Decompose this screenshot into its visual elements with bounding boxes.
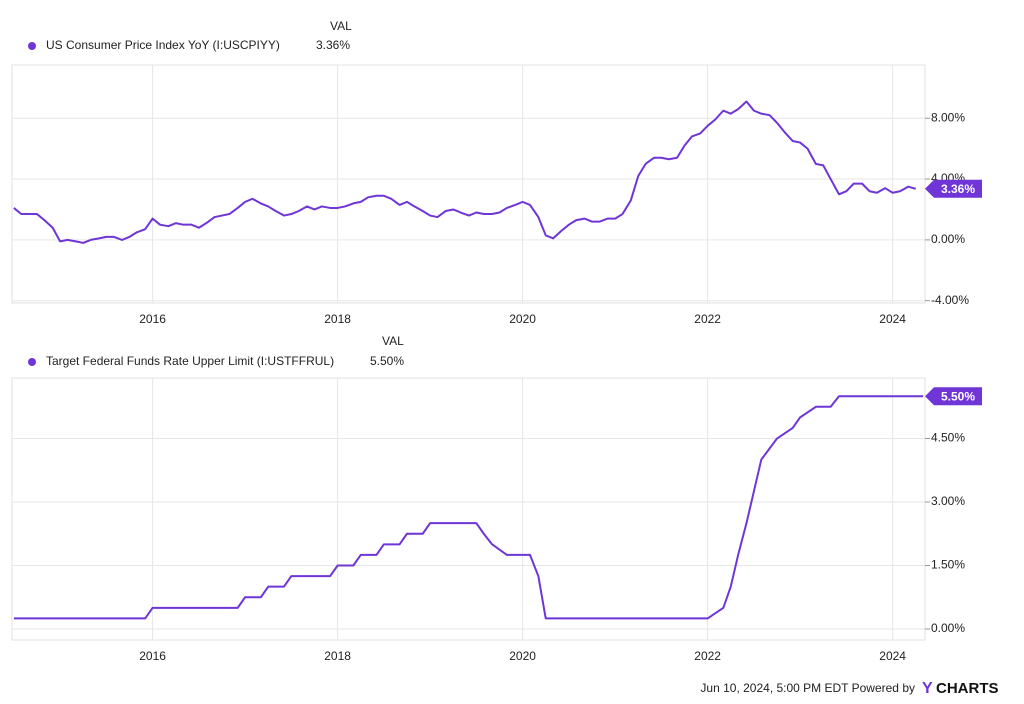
y-tick-label: -4.00% [931, 293, 969, 307]
data-line [13, 395, 924, 620]
data-line [13, 100, 917, 244]
value-badge [925, 387, 982, 406]
value-badge-label: 5.50% [941, 389, 975, 403]
y-tick-label: 1.50% [931, 558, 965, 572]
x-tick-label: 2016 [139, 649, 166, 663]
plot-frame [11, 377, 926, 641]
legend-header: VAL [382, 334, 404, 348]
legend-header: VAL [330, 19, 352, 33]
y-tick-label: 0.00% [931, 621, 965, 635]
y-tick-label: 8.00% [931, 110, 965, 124]
plot-frame [11, 64, 926, 304]
y-tick-label: 4.50% [931, 431, 965, 445]
legend-value: 3.36% [316, 38, 350, 52]
logo-text: CHARTS [936, 680, 999, 697]
x-tick-label: 2020 [509, 312, 536, 326]
x-tick-label: 2024 [879, 312, 906, 326]
logo-mark: Y [922, 680, 933, 697]
x-tick-label: 2018 [324, 312, 351, 326]
y-tick-label: 3.00% [931, 494, 965, 508]
legend-value: 5.50% [370, 354, 404, 368]
legend-label: US Consumer Price Index YoY (I:USCPIYY) [46, 38, 280, 52]
x-tick-label: 2022 [694, 649, 721, 663]
x-tick-label: 2018 [324, 649, 351, 663]
y-tick-label: 0.00% [931, 232, 965, 246]
x-tick-label: 2024 [879, 649, 906, 663]
legend-label: Target Federal Funds Rate Upper Limit (I… [46, 354, 334, 368]
footer-text: Jun 10, 2024, 5:00 PM EDT Powered by [700, 681, 915, 695]
value-badge [925, 179, 982, 198]
legend-dot [28, 42, 36, 50]
x-tick-label: 2022 [694, 312, 721, 326]
x-tick-label: 2020 [509, 649, 536, 663]
legend-dot [28, 358, 36, 366]
value-badge-label: 3.36% [941, 182, 975, 196]
x-tick-label: 2016 [139, 312, 166, 326]
